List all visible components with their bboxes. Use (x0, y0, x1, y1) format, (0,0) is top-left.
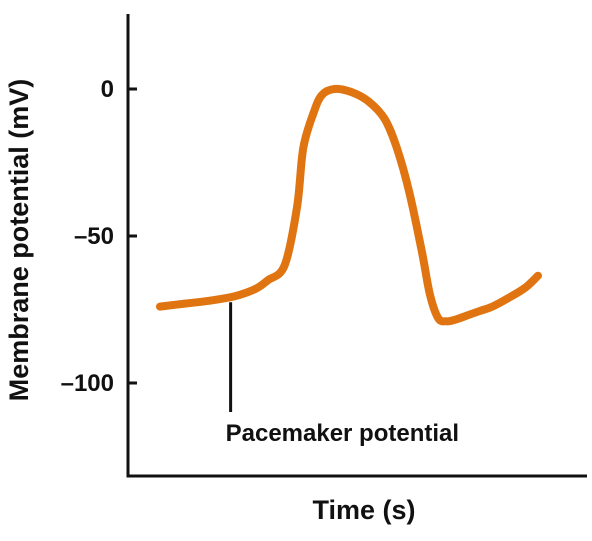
membrane-potential-line (156, 84, 542, 326)
pacemaker-potential-label: Pacemaker potential (226, 420, 459, 447)
y-axis-ticks: 0 –50 –100 (61, 76, 137, 397)
y-axis-title: Membrane potential (mV) (4, 79, 34, 402)
x-axis-title: Time (s) (312, 495, 415, 525)
y-tick-label: –50 (74, 223, 114, 250)
y-tick-label: 0 (101, 76, 114, 103)
y-tick-label: –100 (61, 370, 114, 397)
